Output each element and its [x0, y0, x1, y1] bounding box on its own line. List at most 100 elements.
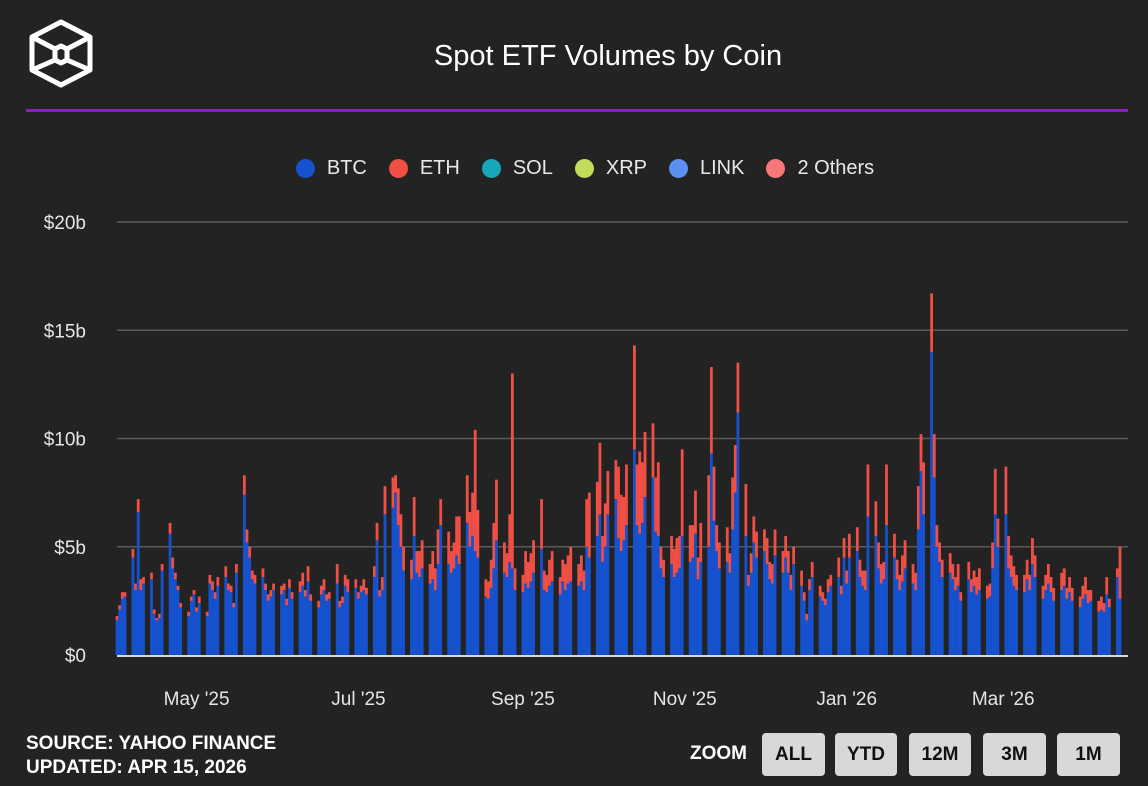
bar-btc — [977, 590, 981, 655]
bar-eth — [564, 564, 567, 591]
bar-eth — [688, 525, 692, 562]
chart-title: Spot ETF Volumes by Coin — [433, 40, 783, 72]
bar-btc — [680, 535, 684, 655]
bar-btc — [1012, 585, 1016, 655]
bar-eth — [115, 616, 119, 621]
bar-btc — [967, 579, 971, 655]
zoom-12m-button[interactable]: 12M — [909, 733, 971, 776]
zoom-1m-button[interactable]: 1M — [1057, 733, 1120, 776]
bar-btc — [569, 581, 573, 655]
bar-btc — [709, 453, 713, 655]
bar-btc — [155, 620, 159, 655]
legend-item-btc[interactable]: BTC — [295, 157, 367, 180]
bar-eth — [325, 594, 329, 601]
bar-eth — [786, 551, 790, 573]
legend-item-eth[interactable]: ETH — [388, 157, 460, 180]
bar-eth — [317, 600, 321, 608]
bar-eth — [1007, 535, 1010, 569]
zoom-3m-button[interactable]: 3M — [983, 733, 1046, 776]
bar-eth — [566, 555, 570, 584]
bar-btc — [303, 596, 307, 655]
bar-btc — [951, 579, 955, 655]
bar-eth — [272, 583, 275, 591]
updated-text: UPDATED: APR 15, 2026 — [26, 757, 247, 778]
bar-eth — [123, 592, 127, 597]
bar-btc — [747, 585, 750, 655]
bar-btc — [755, 557, 758, 655]
bar-btc — [585, 546, 589, 655]
bar-eth — [1081, 585, 1085, 599]
bar-btc — [1070, 600, 1074, 655]
bar-btc — [914, 590, 918, 655]
bar-eth — [264, 583, 267, 591]
bar-btc — [431, 579, 435, 655]
bar-btc — [582, 590, 586, 655]
bar-btc — [768, 579, 772, 655]
bar-btc — [136, 512, 140, 655]
bar-btc — [566, 583, 570, 655]
bar-btc — [802, 600, 806, 655]
bar-eth — [948, 553, 952, 573]
bar-btc — [606, 514, 610, 655]
bar-eth — [548, 559, 551, 586]
bar-btc — [290, 598, 294, 655]
bar-btc — [956, 585, 960, 655]
bar-eth — [229, 585, 233, 593]
bar-eth — [187, 611, 191, 617]
bar-btc — [847, 557, 851, 655]
bar-eth — [338, 600, 342, 608]
bar-btc — [197, 603, 201, 655]
bar-eth — [396, 488, 400, 526]
bar-btc — [282, 590, 286, 655]
bar-btc — [845, 583, 849, 655]
legend-item-xrp[interactable]: XRP — [574, 157, 647, 180]
bar-btc — [131, 557, 135, 655]
bar-btc — [938, 561, 941, 655]
zoom-all-button[interactable]: ALL — [762, 733, 825, 776]
bar-btc — [1031, 564, 1034, 655]
bar-eth — [595, 481, 599, 536]
bar-btc — [1068, 592, 1071, 655]
bar-eth — [1068, 577, 1071, 593]
bar-eth — [412, 496, 416, 536]
bar-eth — [545, 574, 549, 593]
bar-eth — [643, 432, 647, 497]
bar-btc — [436, 564, 440, 655]
bar-eth — [622, 496, 626, 541]
bar-btc — [532, 572, 535, 655]
bar-btc — [489, 587, 493, 655]
bar-btc — [327, 598, 331, 655]
bar-btc — [821, 600, 825, 655]
zoom-ytd-button[interactable]: YTD — [835, 733, 897, 776]
legend-item-link[interactable]: LINK — [668, 157, 744, 180]
legend-item-sol[interactable]: SOL — [481, 157, 553, 180]
bar-eth — [120, 592, 124, 599]
bar-btc — [824, 605, 827, 655]
bar-btc — [651, 477, 655, 655]
bar-eth — [245, 529, 249, 543]
bar-btc — [656, 535, 660, 655]
bar-eth — [579, 555, 583, 582]
bar-eth — [391, 477, 395, 508]
bar-btc — [473, 551, 477, 655]
bar-btc — [736, 412, 740, 655]
bar-eth — [1046, 564, 1050, 584]
bar-eth — [717, 542, 721, 569]
bar-btc — [970, 592, 973, 655]
bar-btc — [1089, 600, 1093, 655]
bar-eth — [935, 525, 939, 547]
bar-btc — [922, 514, 926, 655]
bar-btc — [1086, 603, 1090, 655]
bar-eth — [800, 570, 803, 586]
bar-eth — [1025, 559, 1029, 580]
bar-btc — [325, 600, 329, 655]
bar-eth — [770, 564, 774, 584]
bar-eth — [970, 579, 973, 593]
bar-btc — [343, 585, 347, 655]
bar-eth — [192, 590, 196, 595]
legend-dot-icon — [766, 159, 786, 178]
bar-eth — [614, 460, 618, 500]
bar-eth — [654, 477, 658, 532]
legend-item-others[interactable]: 2 Others — [766, 157, 874, 180]
bar-btc — [418, 577, 421, 655]
